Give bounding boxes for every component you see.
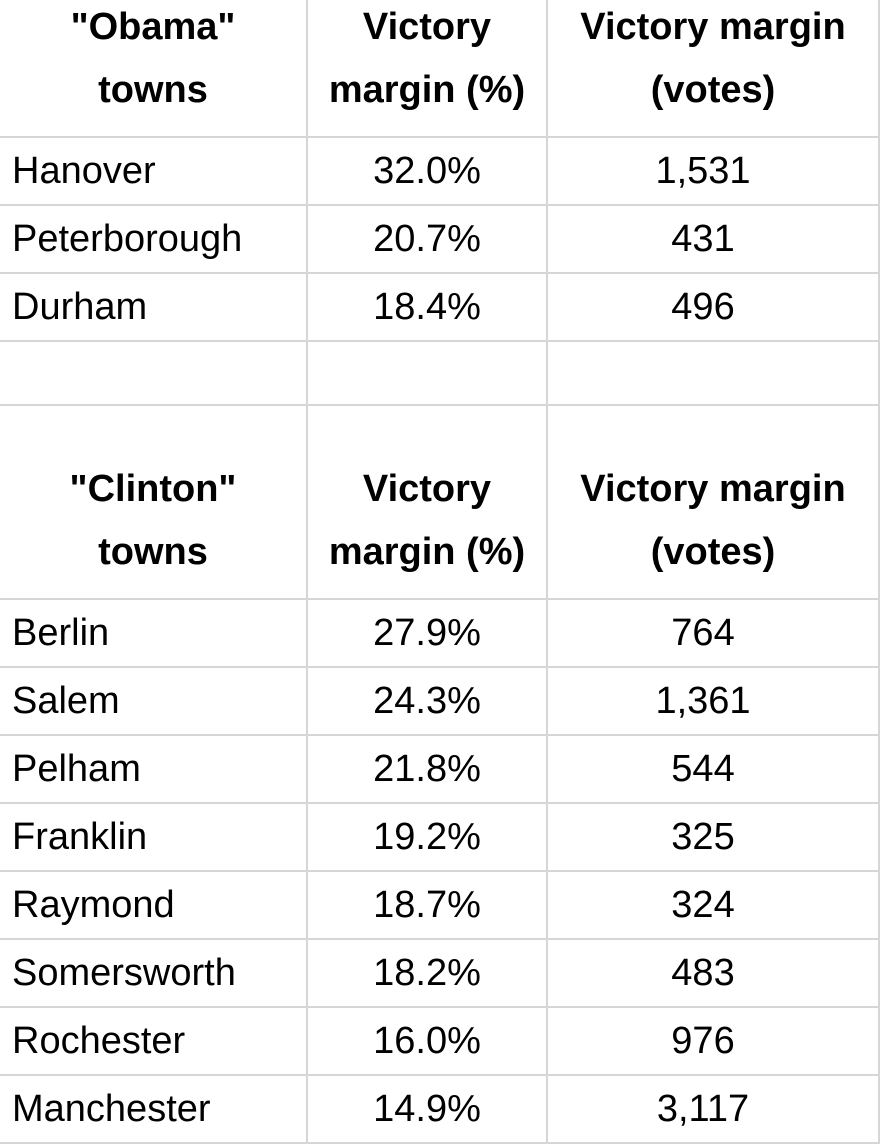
margin-percent: 14.9% bbox=[308, 1076, 548, 1144]
margin-percent: 27.9% bbox=[308, 600, 548, 668]
empty-cell bbox=[308, 342, 548, 406]
header-text: towns bbox=[98, 531, 208, 573]
header-cell: "Obama" towns bbox=[0, 0, 308, 138]
margin-percent: 24.3% bbox=[308, 668, 548, 736]
town-name: Raymond bbox=[0, 872, 308, 940]
town-name: Hanover bbox=[0, 138, 308, 206]
header-text: "Clinton" bbox=[69, 468, 237, 510]
town-name: Somersworth bbox=[0, 940, 308, 1008]
header-text: towns bbox=[98, 69, 208, 111]
header-text: Victory margin bbox=[580, 6, 846, 48]
town-name: Peterborough bbox=[0, 206, 308, 274]
margin-votes: 496 bbox=[548, 274, 880, 342]
header-text: (votes) bbox=[650, 531, 776, 573]
header-text: Victory bbox=[362, 6, 492, 48]
town-name: Durham bbox=[0, 274, 308, 342]
margin-votes: 483 bbox=[548, 940, 880, 1008]
margin-votes: 1,531 bbox=[548, 138, 880, 206]
margin-votes: 325 bbox=[548, 804, 880, 872]
header-cell: Victory margin (%) bbox=[308, 0, 548, 138]
empty-cell bbox=[0, 342, 308, 406]
margin-percent: 18.2% bbox=[308, 940, 548, 1008]
margin-percent: 19.2% bbox=[308, 804, 548, 872]
margin-votes: 324 bbox=[548, 872, 880, 940]
margin-votes: 3,117 bbox=[548, 1076, 880, 1144]
header-text: "Obama" bbox=[70, 6, 236, 48]
header-text: margin (%) bbox=[328, 531, 526, 573]
header-cell: Victory margin (votes) bbox=[548, 406, 880, 600]
header-text: margin (%) bbox=[328, 69, 526, 111]
margin-percent: 20.7% bbox=[308, 206, 548, 274]
margin-percent: 18.4% bbox=[308, 274, 548, 342]
margin-votes: 764 bbox=[548, 600, 880, 668]
town-name: Berlin bbox=[0, 600, 308, 668]
town-name: Rochester bbox=[0, 1008, 308, 1076]
margin-percent: 32.0% bbox=[308, 138, 548, 206]
empty-cell bbox=[548, 342, 880, 406]
margin-votes: 976 bbox=[548, 1008, 880, 1076]
header-cell: Victory margin (%) bbox=[308, 406, 548, 600]
margin-percent: 21.8% bbox=[308, 736, 548, 804]
margin-votes: 431 bbox=[548, 206, 880, 274]
margin-votes: 1,361 bbox=[548, 668, 880, 736]
town-name: Manchester bbox=[0, 1076, 308, 1144]
town-name: Salem bbox=[0, 668, 308, 736]
header-text: (votes) bbox=[650, 69, 776, 111]
town-name: Pelham bbox=[0, 736, 308, 804]
town-name: Franklin bbox=[0, 804, 308, 872]
margin-votes: 544 bbox=[548, 736, 880, 804]
header-cell: Victory margin (votes) bbox=[548, 0, 880, 138]
header-cell: "Clinton" towns bbox=[0, 406, 308, 600]
margin-percent: 16.0% bbox=[308, 1008, 548, 1076]
header-text: Victory bbox=[362, 468, 492, 510]
margin-percent: 18.7% bbox=[308, 872, 548, 940]
header-text: Victory margin bbox=[580, 468, 846, 510]
